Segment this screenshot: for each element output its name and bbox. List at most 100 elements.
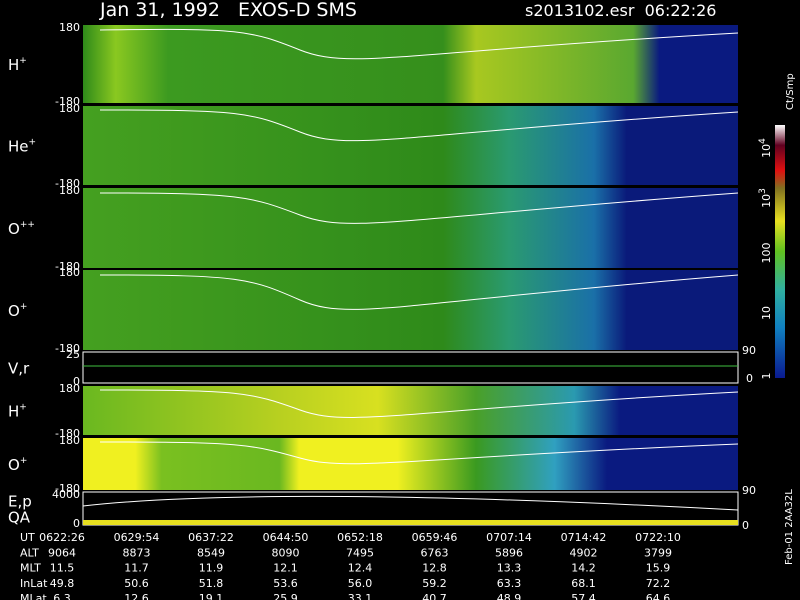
base: 10 <box>760 144 773 158</box>
cell: 72.2 <box>646 577 671 590</box>
cell: 12.4 <box>348 562 373 575</box>
cell: 6763 <box>421 546 449 559</box>
colorbar-unit: Ct/Smp <box>785 73 796 110</box>
species: He <box>8 138 29 156</box>
charge: + <box>20 456 28 466</box>
spectrogram <box>83 25 738 103</box>
cell: 8090 <box>272 546 300 559</box>
species: H <box>8 56 19 74</box>
panel-label: H+ <box>8 403 27 421</box>
exp: 4 <box>758 138 768 144</box>
charge: + <box>19 56 27 66</box>
velocity-panel <box>82 351 739 384</box>
cell: 14.2 <box>571 562 596 575</box>
cell: 8873 <box>123 546 151 559</box>
cell: 0714:42 <box>561 531 607 544</box>
charge: + <box>20 302 28 312</box>
tick-label: 180 <box>59 102 80 115</box>
tick-label: -180 <box>55 260 80 273</box>
panel-label: V,r <box>8 360 30 378</box>
panel-label: O+ <box>8 456 27 474</box>
tick-label: -180 <box>55 427 80 440</box>
panel-label: E,p <box>8 493 32 511</box>
cell: 11.7 <box>124 562 149 575</box>
charge: + <box>29 138 37 148</box>
row-name: MLT <box>20 562 41 575</box>
cell: 4902 <box>570 546 598 559</box>
cell: 50.6 <box>124 577 149 590</box>
tick-label: 180 <box>59 21 80 34</box>
colorbar-label: 10 <box>760 306 773 320</box>
tick-label: 0 <box>73 375 80 388</box>
cell: 40.7 <box>422 592 447 600</box>
panel-label: QA <box>8 509 31 527</box>
tick-label: 180 <box>59 382 80 395</box>
cell: 0722:10 <box>635 531 681 544</box>
colorbar <box>775 125 785 378</box>
panel-label: H+ <box>8 56 27 74</box>
right-label: 90 <box>742 344 756 357</box>
spectrogram <box>83 270 738 350</box>
tick-label: 25 <box>66 348 80 361</box>
row-name: InLat <box>20 577 48 590</box>
right-label: 90 <box>742 484 756 497</box>
code: Feb-01 2AA32L <box>784 489 795 565</box>
species: V,r <box>8 360 30 378</box>
tick-label: 180 <box>59 266 80 279</box>
cell: 7495 <box>346 546 374 559</box>
panel-label: He+ <box>8 138 36 156</box>
colorbar-zero: 0 <box>746 372 753 385</box>
row-name: MLat <box>20 592 47 600</box>
cell: 53.6 <box>273 577 298 590</box>
cell: 0637:22 <box>188 531 234 544</box>
cell: 68.1 <box>571 577 596 590</box>
species: O <box>8 220 20 238</box>
cell: 57.4 <box>571 592 596 600</box>
curves <box>82 28 739 511</box>
spectrogram <box>83 106 738 185</box>
panel-label: O+ <box>8 302 27 320</box>
cell: 0644:50 <box>263 531 309 544</box>
cell: 8549 <box>197 546 225 559</box>
cell: 0659:46 <box>412 531 458 544</box>
tick-label: 180 <box>59 184 80 197</box>
species: H <box>8 403 19 421</box>
species: O <box>8 456 20 474</box>
cell: 19.1 <box>199 592 224 600</box>
cell: 0652:18 <box>337 531 383 544</box>
colorbar-label: 104 <box>758 138 773 158</box>
right-label: 0 <box>742 519 749 532</box>
row-name: UT <box>20 531 35 544</box>
cell: 11.5 <box>50 562 75 575</box>
cell: 33.1 <box>348 592 373 600</box>
cell: 12.6 <box>124 592 149 600</box>
exp: 3 <box>758 188 768 194</box>
cell: 11.9 <box>199 562 224 575</box>
tick-label: 180 <box>59 434 80 447</box>
cell: 64.6 <box>646 592 671 600</box>
cell: 12.1 <box>273 562 298 575</box>
cell: 5896 <box>495 546 523 559</box>
tick-label: -180 <box>55 342 80 355</box>
title: Jan 31, 1992 EXOS-D SMS <box>99 0 357 21</box>
qa-bar <box>83 520 738 525</box>
tick-label: -180 <box>55 177 80 190</box>
charge: ++ <box>20 220 35 230</box>
cell: 0622:26 <box>39 531 85 544</box>
cell: 49.8 <box>50 577 75 590</box>
cell: 51.8 <box>199 577 224 590</box>
cell: 15.9 <box>646 562 671 575</box>
spectrogram <box>83 386 738 435</box>
cell: 25.9 <box>273 592 298 600</box>
cell: 6.3 <box>53 592 71 600</box>
tick-label: -180 <box>55 482 80 495</box>
cell: 9064 <box>48 546 76 559</box>
cell: 12.8 <box>422 562 447 575</box>
cell: 56.0 <box>348 577 373 590</box>
charge: + <box>19 403 27 413</box>
colorbar-label: 100 <box>760 243 773 264</box>
cell: 59.2 <box>422 577 447 590</box>
colorbar-label: 103 <box>758 188 773 208</box>
row-name: ALT <box>20 546 39 559</box>
